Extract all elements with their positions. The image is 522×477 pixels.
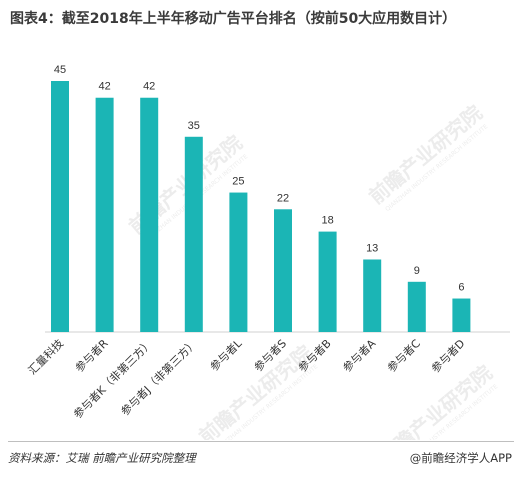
bar-value-label: 42 [143, 81, 155, 93]
bar-value-label: 35 [188, 120, 200, 132]
bar [51, 81, 69, 332]
category-tick-label: 参与者J（非第三方） [118, 336, 200, 418]
chart-title: 图表4：截至2018年上半年移动广告平台排名（按前50大应用数目计） [10, 11, 457, 27]
bar [274, 209, 292, 332]
bar-value-label: 45 [54, 64, 66, 76]
bar [452, 298, 471, 332]
category-tick-label: 参与者C [384, 336, 423, 375]
bar [140, 97, 159, 332]
bar [229, 192, 248, 332]
bar [363, 259, 382, 332]
bar [407, 281, 426, 332]
bar [318, 231, 337, 332]
bar-value-label: 25 [232, 176, 244, 188]
footer-divider [8, 441, 514, 442]
svg-text:前瞻产业研究院: 前瞻产业研究院 [364, 100, 487, 208]
category-tick-label: 参与者L [207, 336, 245, 374]
bar [184, 136, 203, 332]
category-tick-label: 汇量科技 [25, 336, 66, 377]
source-note: 资料来源：艾瑞 前瞻产业研究院整理 [8, 451, 196, 465]
bar-value-label: 13 [366, 242, 378, 254]
category-tick-label: 参与者D [428, 336, 467, 375]
svg-text:前瞻产业研究院: 前瞻产业研究院 [194, 340, 317, 440]
bar-value-label: 6 [458, 282, 464, 294]
category-tick-label: 参与者R [72, 336, 111, 375]
bar-value-label: 22 [277, 192, 289, 204]
bar-value-label: 18 [321, 215, 333, 227]
brand-credit: @前瞻经济学人APP [409, 451, 512, 465]
bar [95, 97, 114, 332]
category-tick-label: 参与者K（非第三方） [70, 336, 155, 421]
category-tick-label: 参与者A [340, 336, 379, 375]
bar-value-label: 42 [98, 81, 110, 93]
bar-value-label: 9 [414, 265, 420, 277]
